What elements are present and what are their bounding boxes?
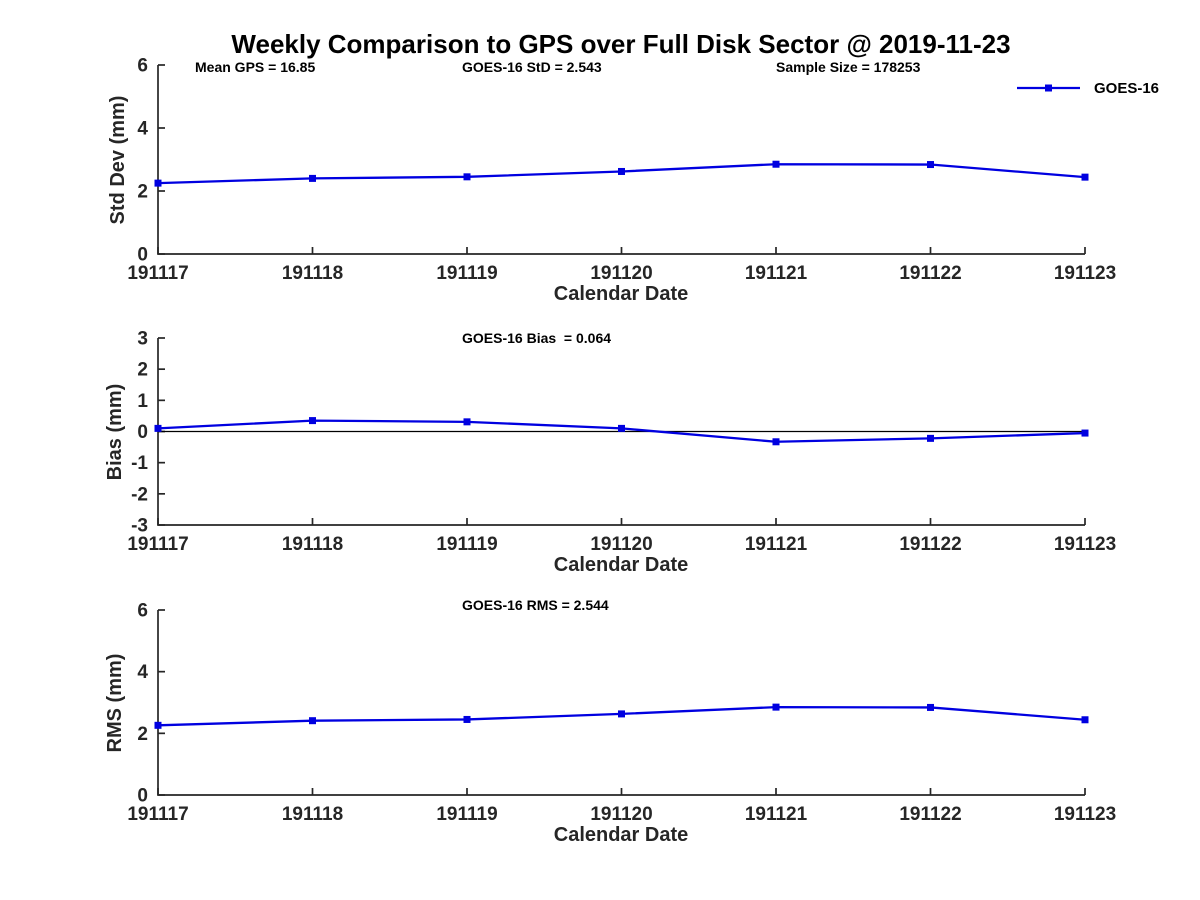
- x-tick-label: 191122: [899, 263, 961, 284]
- data-point-marker: [1081, 173, 1089, 181]
- x-tick-label: 191123: [1054, 263, 1116, 284]
- x-tick-label: 191121: [745, 804, 808, 825]
- panel-std-dev: 0 2 4 6 191117 191118 191119 191120 191121 191122…: [127, 56, 1116, 285]
- panel-bias: -3 -2 -1 0 1 2 3 191117 191118 191119 191120 191121…: [127, 329, 1116, 556]
- x-tick-label: 191119: [436, 263, 497, 284]
- x-tick-label: 191119: [436, 804, 497, 825]
- y-tick-label: 2: [137, 724, 148, 745]
- data-point-marker: [927, 434, 934, 442]
- x-axis-label-panel3: Calendar Date: [553, 824, 689, 846]
- y-tick-label: 0: [137, 786, 148, 807]
- legend: GOES-16: [1016, 80, 1159, 96]
- y-tick-label: -3: [131, 516, 148, 537]
- x-axis-label-panel1: Calendar Date: [553, 283, 689, 305]
- data-point-marker: [309, 174, 316, 182]
- annotation-mean-gps: Mean GPS = 16.85: [195, 59, 316, 75]
- axes: [157, 338, 1085, 526]
- y-tick-label: 3: [137, 329, 148, 350]
- data-point-marker: [463, 418, 471, 426]
- y-tick-label: 0: [137, 422, 148, 443]
- data-point-marker: [309, 717, 316, 725]
- annotation-sample-size: Sample Size = 178253: [776, 59, 921, 75]
- x-tick-label: 191123: [1054, 534, 1116, 555]
- annotation-goes16-bias: GOES-16 Bias = 0.064: [462, 330, 612, 346]
- x-axis-label-panel2: Calendar Date: [553, 554, 689, 576]
- y-tick-label: -2: [131, 484, 148, 505]
- x-tick-label: 191117: [127, 804, 188, 825]
- axes: [157, 65, 1085, 255]
- x-tick-label: 191118: [282, 534, 343, 555]
- panel-rms: 0 2 4 6 191117 191118 191119 191120 191121 191122…: [127, 601, 1116, 826]
- data-point-marker: [463, 173, 471, 181]
- y-axis-label-bias: Bias (mm): [104, 383, 126, 481]
- annotation-goes16-rms: GOES-16 RMS = 2.544: [462, 597, 609, 613]
- y-tick-label: 2: [137, 182, 148, 203]
- x-tick-label: 191122: [899, 534, 961, 555]
- axes: [157, 610, 1085, 796]
- x-tick-label: 191118: [282, 263, 343, 284]
- data-point-marker: [1081, 716, 1089, 724]
- data-point-marker: [618, 424, 625, 432]
- data-point-marker: [927, 703, 934, 711]
- x-tick-label: 191121: [745, 534, 808, 555]
- data-point-marker: [309, 417, 316, 425]
- y-tick-label: 6: [137, 601, 148, 622]
- legend-series-label: GOES-16: [1094, 79, 1160, 97]
- x-tick-label: 191117: [127, 534, 188, 555]
- x-tick-label: 191120: [590, 263, 652, 284]
- x-tick-label: 191119: [436, 534, 497, 555]
- data-point-marker: [772, 703, 780, 711]
- y-axis-label-rms: RMS (mm): [104, 653, 126, 753]
- y-tick-label: 0: [137, 245, 148, 266]
- legend-line-marker-icon: [1017, 84, 1080, 92]
- x-tick-label: 191123: [1054, 804, 1116, 825]
- data-point-marker: [154, 424, 162, 432]
- data-point-marker: [618, 710, 625, 718]
- data-point-marker: [463, 715, 471, 723]
- y-tick-label: 4: [137, 662, 148, 683]
- x-tick-label: 191117: [127, 263, 188, 284]
- x-tick-label: 191120: [590, 534, 652, 555]
- x-tick-label: 191120: [590, 804, 652, 825]
- y-tick-label: -1: [131, 453, 148, 474]
- y-tick-label: 2: [137, 360, 148, 381]
- y-axis-label-std-dev: Std Dev (mm): [107, 95, 129, 225]
- data-point-marker: [927, 161, 934, 169]
- chart-title: Weekly Comparison to GPS over Full Disk …: [231, 29, 1011, 59]
- data-point-marker: [154, 179, 162, 187]
- data-point-marker: [772, 160, 780, 168]
- data-point-marker: [154, 721, 162, 729]
- x-tick-label: 191118: [282, 804, 343, 825]
- data-point-marker: [618, 167, 625, 175]
- data-point-marker: [772, 438, 780, 446]
- y-tick-label: 4: [137, 119, 148, 140]
- y-tick-label: 6: [137, 56, 148, 77]
- annotation-goes16-std: GOES-16 StD = 2.543: [462, 59, 602, 75]
- data-point-marker: [1081, 429, 1089, 437]
- y-tick-label: 1: [137, 391, 148, 412]
- x-tick-label: 191121: [745, 263, 808, 284]
- x-tick-label: 191122: [899, 804, 961, 825]
